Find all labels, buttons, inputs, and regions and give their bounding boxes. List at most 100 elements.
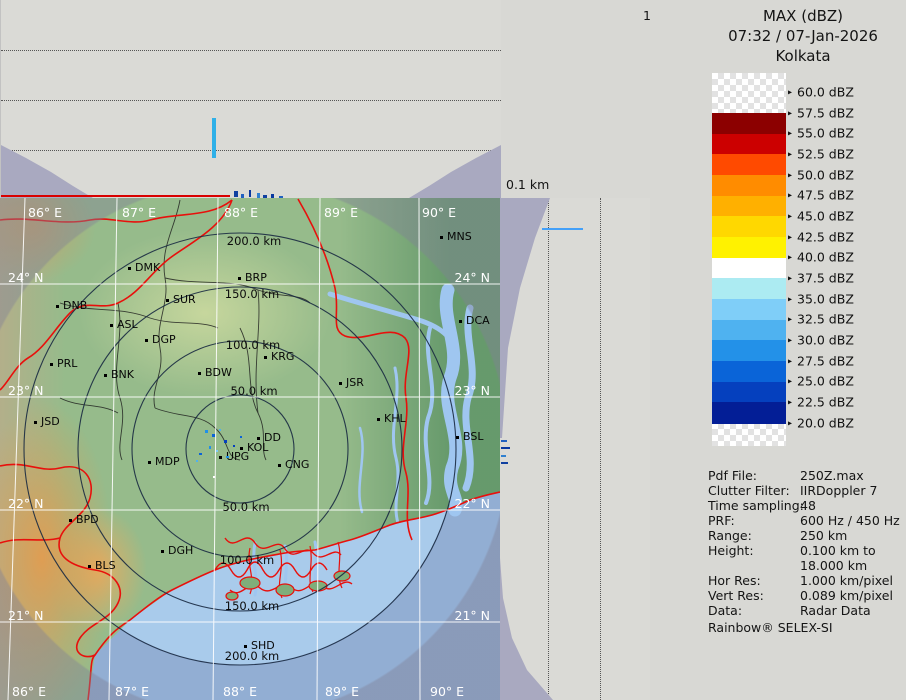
radar-echo-mark xyxy=(212,434,215,437)
radar-echo-mark xyxy=(234,191,238,197)
metadata-label: Data: xyxy=(708,603,742,618)
legend-dbz-label: 55.0 dBZ xyxy=(797,126,854,141)
legend-tick-arrow: ▸ xyxy=(788,294,792,303)
legend-tick-arrow: ▸ xyxy=(788,232,792,241)
metadata-label: PRF: xyxy=(708,513,735,528)
radar-echo-mark xyxy=(501,440,507,442)
radar-echo-mark xyxy=(226,456,229,458)
legend-dbz-label: 42.5 dBZ xyxy=(797,229,854,244)
radar-echo-mark xyxy=(219,429,221,431)
metadata-label: Hor Res: xyxy=(708,573,761,588)
legend-dbz-label: 52.5 dBZ xyxy=(797,147,854,162)
legend-band xyxy=(712,320,786,341)
metadata-value: 250Z.max xyxy=(800,468,864,483)
legend-band xyxy=(712,175,786,196)
legend-dbz-label: 20.0 dBZ xyxy=(797,415,854,430)
metadata-value: 250 km xyxy=(800,528,847,543)
legend-tick-arrow: ▸ xyxy=(788,170,792,179)
legend-band-nodata-bottom xyxy=(712,423,786,446)
legend-tick-arrow: ▸ xyxy=(788,315,792,324)
legend-band xyxy=(712,402,786,423)
radar-echo-mark xyxy=(249,190,251,197)
legend-band-nodata-top xyxy=(712,73,786,113)
legend-tick-arrow: ▸ xyxy=(788,253,792,262)
legend-band xyxy=(712,154,786,175)
radar-echo-mark xyxy=(501,455,506,457)
legend-band xyxy=(712,382,786,403)
software-credit: Rainbow® SELEX-SI xyxy=(708,620,833,635)
radar-echo-mark xyxy=(213,476,215,478)
legend-band xyxy=(712,134,786,155)
legend-dbz-label: 32.5 dBZ xyxy=(797,312,854,327)
legend-panel: MAX (dBZ) 07:32 / 07-Jan-2026 Kolkata ▸ 6… xyxy=(650,0,906,700)
product-title: MAX (dBZ) xyxy=(700,6,906,26)
legend-tick-arrow: ▸ xyxy=(788,108,792,117)
legend-dbz-label: 30.0 dBZ xyxy=(797,333,854,348)
legend-band xyxy=(712,216,786,237)
top-panel-echoes xyxy=(1,0,501,198)
legend-tick-arrow: ▸ xyxy=(788,150,792,159)
legend-dbz-label: 40.0 dBZ xyxy=(797,250,854,265)
radar-map: 86° E87° E88° E89° E90° E86° E87° E88° E… xyxy=(0,198,500,700)
legend-tick-arrow: ▸ xyxy=(788,212,792,221)
metadata-value: Radar Data xyxy=(800,603,871,618)
radar-echo-mark xyxy=(501,447,510,449)
legend-dbz-label: 60.0 dBZ xyxy=(797,85,854,100)
legend-tick-arrow: ▸ xyxy=(788,377,792,386)
legend-tick-arrow: ▸ xyxy=(788,88,792,97)
legend-band xyxy=(712,113,786,134)
legend-dbz-label: 45.0 dBZ xyxy=(797,209,854,224)
right-panel-echoes xyxy=(500,198,650,700)
legend-tick-arrow: ▸ xyxy=(788,129,792,138)
station-name: Kolkata xyxy=(700,46,906,66)
legend-band xyxy=(712,361,786,382)
legend-band xyxy=(712,299,786,320)
metadata-label: Pdf File: xyxy=(708,468,757,483)
metadata-value: IIRDoppler 7 xyxy=(800,483,877,498)
metadata-label: Range: xyxy=(708,528,752,543)
legend-band xyxy=(712,196,786,217)
radar-echo-mark xyxy=(196,460,198,462)
radar-echo-mark xyxy=(240,436,242,438)
metadata-label: Time sampling: xyxy=(708,498,804,513)
legend-tick-arrow: ▸ xyxy=(788,418,792,427)
height-axis-min-label: 0.1 km xyxy=(506,177,549,192)
metadata-value: 48 xyxy=(800,498,816,513)
metadata-value: 0.100 km to xyxy=(800,543,876,558)
legend-dbz-label: 50.0 dBZ xyxy=(797,167,854,182)
metadata-label: Vert Res: xyxy=(708,588,764,603)
metadata-label: Clutter Filter: xyxy=(708,483,790,498)
legend-dbz-label: 22.5 dBZ xyxy=(797,395,854,410)
legend-tick-arrow: ▸ xyxy=(788,336,792,345)
radar-echo-mark xyxy=(224,440,227,443)
legend-tick-arrow: ▸ xyxy=(788,356,792,365)
title-block: MAX (dBZ) 07:32 / 07-Jan-2026 Kolkata xyxy=(700,6,906,66)
radar-echo-mark xyxy=(501,462,508,464)
legend-band xyxy=(712,258,786,279)
top-height-panel xyxy=(0,0,501,198)
legend-tick-arrow: ▸ xyxy=(788,398,792,407)
legend-dbz-label: 37.5 dBZ xyxy=(797,271,854,286)
radar-echo-mark xyxy=(209,446,211,449)
legend-band xyxy=(712,237,786,258)
radar-application-window: 18.0 km 0.1 km xyxy=(0,0,906,700)
legend-dbz-label: 27.5 dBZ xyxy=(797,353,854,368)
legend-dbz-label: 35.0 dBZ xyxy=(797,291,854,306)
radar-echo-mark xyxy=(542,228,583,230)
map-echoes-layer xyxy=(0,198,500,700)
radar-echo-mark xyxy=(199,453,202,455)
scan-datetime: 07:32 / 07-Jan-2026 xyxy=(700,26,906,46)
metadata-value: 600 Hz / 450 Hz xyxy=(800,513,900,528)
metadata-value: 1.000 km/pixel xyxy=(800,573,893,588)
radar-echo-mark xyxy=(216,450,218,452)
legend-dbz-label: 47.5 dBZ xyxy=(797,188,854,203)
metadata-label: Height: xyxy=(708,543,754,558)
legend-tick-arrow: ▸ xyxy=(788,274,792,283)
metadata-value: 0.089 km/pixel xyxy=(800,588,893,603)
metadata-value: 18.000 km xyxy=(800,558,867,573)
legend-dbz-label: 25.0 dBZ xyxy=(797,374,854,389)
radar-echo-mark xyxy=(233,445,235,447)
legend-dbz-label: 57.5 dBZ xyxy=(797,105,854,120)
legend-band xyxy=(712,278,786,299)
radar-echo-mark xyxy=(205,430,208,433)
